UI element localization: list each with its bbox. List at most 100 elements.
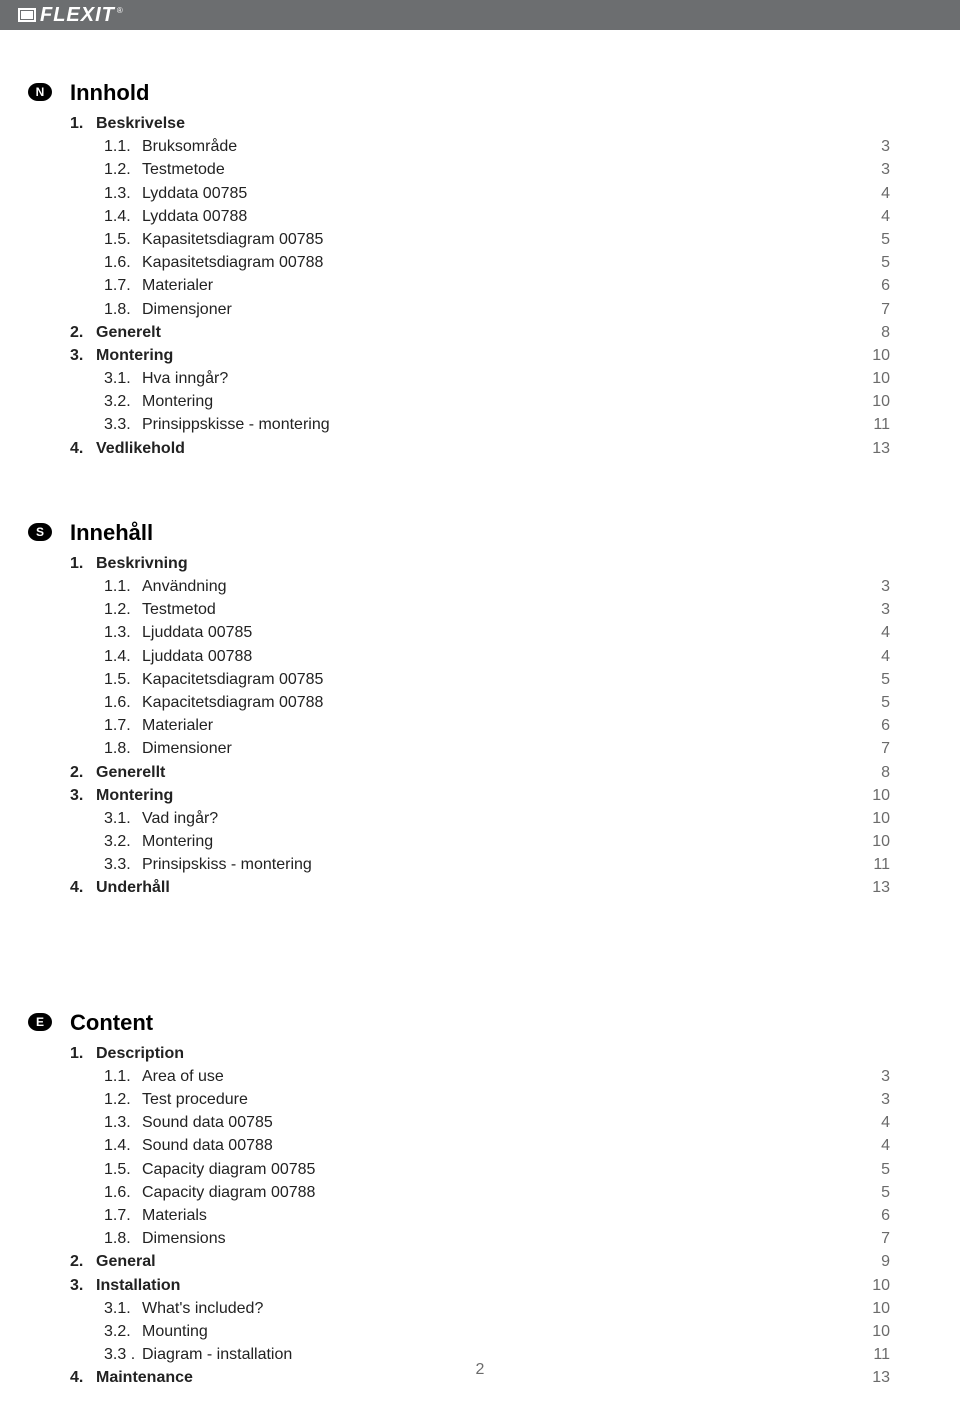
toc-text: Dimensions	[142, 1227, 226, 1250]
toc-row: 1.Beskrivning	[70, 552, 890, 575]
toc-number: 1.6.	[104, 691, 142, 714]
toc-row: 1.5.Capacity diagram 007855	[70, 1158, 890, 1181]
page-number: 2	[476, 1361, 485, 1379]
toc-label: 3.Montering	[70, 784, 173, 807]
toc-label: 1.3.Sound data 00785	[104, 1111, 273, 1134]
toc-page: 10	[872, 390, 890, 413]
toc-row: 3.1.What's included? 10	[70, 1297, 890, 1320]
toc-text: Area of use	[142, 1065, 224, 1088]
toc-text: Description	[96, 1042, 184, 1065]
toc-row: 1.4.Lyddata 007884	[70, 205, 890, 228]
toc-label: 1.4.Sound data 00788	[104, 1134, 273, 1157]
toc-text: Montering	[96, 344, 173, 367]
toc-label: 1.2.Testmetode	[104, 158, 225, 181]
toc-row: 3.2.Montering10	[70, 830, 890, 853]
toc-page: 8	[881, 761, 890, 784]
toc-row: 1.4.Ljuddata 007884	[70, 645, 890, 668]
toc-row: 1.7.Materialer6	[70, 714, 890, 737]
toc-row: 1.6.Kapasitetsdiagram 007885	[70, 251, 890, 274]
toc-row: 1.1.Användning3	[70, 575, 890, 598]
toc-page: 6	[881, 714, 890, 737]
logo-icon	[18, 8, 36, 22]
toc-number: 1.6.	[104, 1181, 142, 1204]
toc-text: Beskrivelse	[96, 112, 185, 135]
toc-row: 3.Montering 10	[70, 784, 890, 807]
toc-row: 1.5.Kapacitetsdiagram 007855	[70, 668, 890, 691]
toc-label: 1.Beskrivelse	[70, 112, 185, 135]
toc-label: 2.Generellt	[70, 761, 165, 784]
toc-number: 3.2.	[104, 830, 142, 853]
toc-text: Användning	[142, 575, 227, 598]
toc-number: 1.3.	[104, 1111, 142, 1134]
toc-label: 3.1.Hva inngår?	[104, 367, 228, 390]
toc-label: 4.Maintenance	[70, 1366, 193, 1389]
toc-row: 1.2.Testmetode 3	[70, 158, 890, 181]
toc-text: Test procedure	[142, 1088, 248, 1111]
toc-row: 3.1.Vad ingår?10	[70, 807, 890, 830]
toc-page: 10	[872, 1297, 890, 1320]
toc-text: Generellt	[96, 761, 165, 784]
toc-number: 4.	[70, 437, 96, 460]
toc-row: 1.3.Lyddata 00785 4	[70, 182, 890, 205]
toc-label: 1.4.Ljuddata 00788	[104, 645, 252, 668]
toc-text: Lyddata 00785	[142, 182, 247, 205]
toc-section: EContent1.Description1.1.Area of use31.2…	[70, 1010, 890, 1390]
toc-row: 3.Montering10	[70, 344, 890, 367]
toc-row: 1.1.Bruksområde3	[70, 135, 890, 158]
toc-title: Innhold	[70, 80, 890, 106]
toc-label: 3.3.Prinsippskisse - montering	[104, 413, 330, 436]
toc-text: Kapacitetsdiagram 00785	[142, 668, 323, 691]
toc-page: 6	[881, 274, 890, 297]
toc-number: 3.1.	[104, 1297, 142, 1320]
toc-label: 3.2.Montering	[104, 390, 213, 413]
toc-page: 10	[872, 1274, 890, 1297]
toc-page: 3	[881, 158, 890, 181]
toc-text: Generelt	[96, 321, 161, 344]
toc-number: 3.3 .	[104, 1343, 142, 1366]
toc-label: 1.1.Area of use	[104, 1065, 224, 1088]
toc-row: 1.3.Sound data 007854	[70, 1111, 890, 1134]
toc-page: 4	[881, 1134, 890, 1157]
toc-text: Underhåll	[96, 876, 170, 899]
toc-page: 11	[873, 413, 890, 436]
toc-page: 9	[881, 1250, 890, 1273]
toc-page: 3	[881, 135, 890, 158]
toc-text: Kapacitetsdiagram 00788	[142, 691, 323, 714]
toc-title: Innehåll	[70, 520, 890, 546]
toc-label: 3.1.What's included?	[104, 1297, 263, 1320]
toc-section: NInnhold1.Beskrivelse1.1.Bruksområde31.2…	[70, 80, 890, 460]
toc-label: 1.2.Testmetod	[104, 598, 216, 621]
language-badge: S	[28, 523, 52, 541]
toc-label: 3.3.Prinsipskiss - montering	[104, 853, 312, 876]
toc-page: 10	[872, 784, 890, 807]
toc-label: 1.3.Lyddata 00785	[104, 182, 247, 205]
toc-page: 8	[881, 321, 890, 344]
toc-page: 5	[881, 228, 890, 251]
toc-page: 11	[873, 1343, 890, 1366]
toc-row: 1.8.Dimensions7	[70, 1227, 890, 1250]
toc-number: 2.	[70, 761, 96, 784]
toc-page: 10	[872, 807, 890, 830]
toc-page: 13	[872, 1366, 890, 1389]
toc-number: 3.	[70, 1274, 96, 1297]
toc-number: 1.1.	[104, 135, 142, 158]
toc-text: Maintenance	[96, 1366, 193, 1389]
language-badge: N	[28, 83, 52, 101]
toc-row: 4.Vedlikehold13	[70, 437, 890, 460]
toc-page: 11	[873, 853, 890, 876]
toc-number: 3.	[70, 344, 96, 367]
toc-label: 1.7.Materials	[104, 1204, 207, 1227]
toc-text: Hva inngår?	[142, 367, 228, 390]
toc-text: Materials	[142, 1204, 207, 1227]
toc-page: 5	[881, 1158, 890, 1181]
toc-label: 1.Beskrivning	[70, 552, 188, 575]
toc-label: 3.2.Montering	[104, 830, 213, 853]
toc-row: 3.2.Montering 10	[70, 390, 890, 413]
toc-text: Lyddata 00788	[142, 205, 247, 228]
toc-number: 1.3.	[104, 621, 142, 644]
toc-page: 4	[881, 205, 890, 228]
toc-page: 4	[881, 182, 890, 205]
toc-text: What's included?	[142, 1297, 263, 1320]
toc-number: 1.3.	[104, 182, 142, 205]
toc-page: 3	[881, 1065, 890, 1088]
